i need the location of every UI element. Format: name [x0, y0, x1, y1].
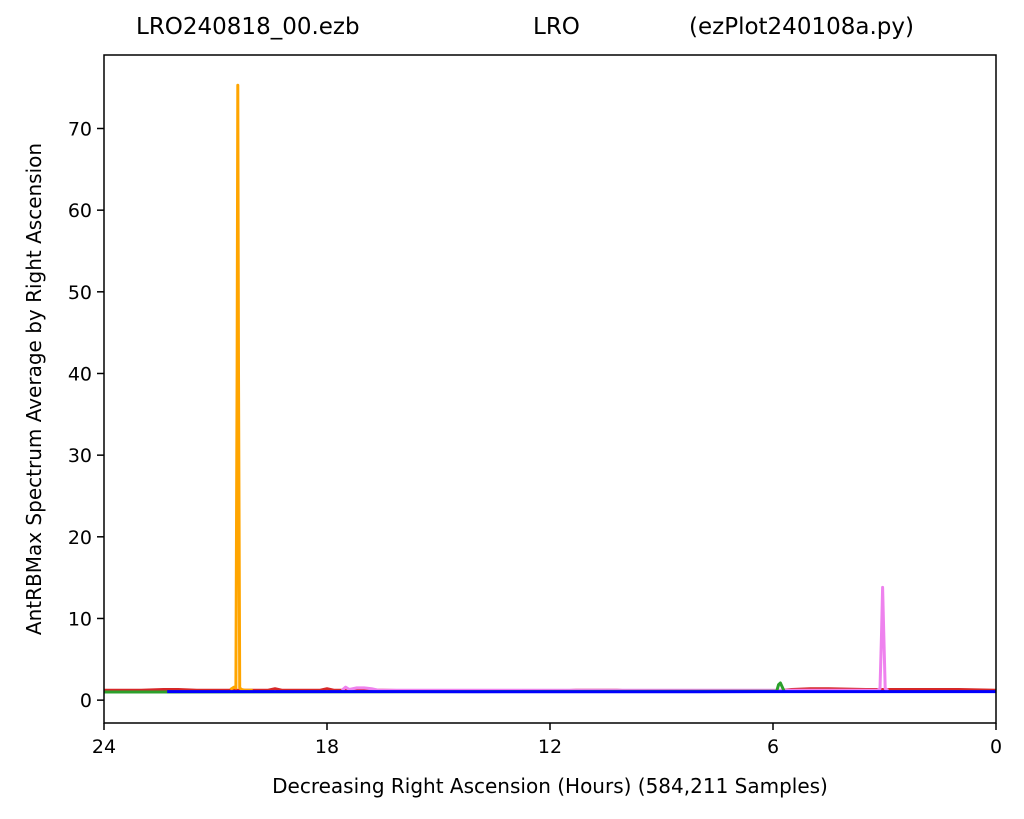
y-tick-label: 30	[68, 445, 92, 467]
y-tick-label: 60	[68, 200, 92, 222]
y-tick-label: 70	[68, 118, 92, 140]
series-line-2	[340, 585, 889, 692]
chart-title-script: (ezPlot240108a.py)	[689, 14, 914, 40]
y-tick-label: 0	[80, 690, 92, 712]
x-tick-label: 0	[990, 736, 1002, 758]
y-tick-label: 50	[68, 282, 92, 304]
y-tick-label: 10	[68, 608, 92, 630]
chart-title-site: LRO	[533, 14, 580, 40]
x-tick-label: 12	[538, 736, 562, 758]
x-tick-label: 18	[315, 736, 339, 758]
x-axis-label: Decreasing Right Ascension (Hours) (584,…	[272, 774, 828, 798]
chart-title-file: LRO240818_00.ezb	[136, 14, 360, 40]
series-layer	[104, 83, 997, 694]
y-tick-label: 40	[68, 363, 92, 385]
y-axis-label: AntRBMax Spectrum Average by Right Ascen…	[22, 142, 46, 636]
x-tick-label: 24	[92, 736, 116, 758]
y-tick-label: 20	[68, 527, 92, 549]
x-tick-label: 6	[767, 736, 779, 758]
series-line-1	[229, 83, 253, 692]
